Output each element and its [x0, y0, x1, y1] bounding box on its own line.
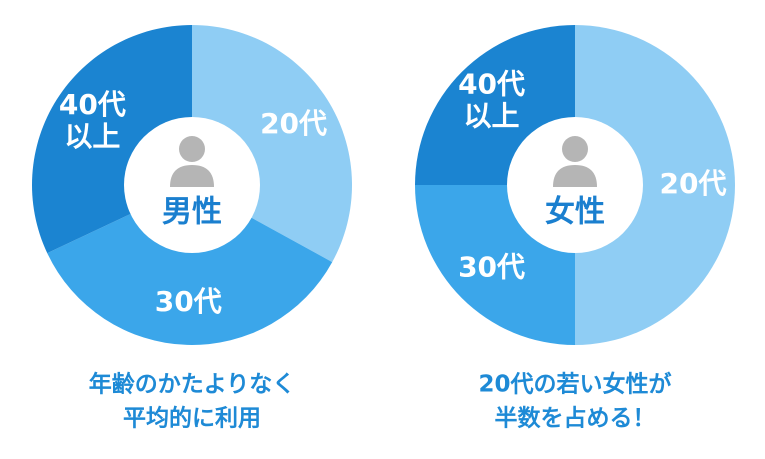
icon-body	[553, 165, 597, 187]
icon-head	[179, 136, 205, 162]
slice-label: 30代	[458, 250, 525, 283]
slice-label: 40代以上	[458, 68, 525, 133]
icon-body	[170, 165, 214, 187]
pie-slice	[575, 25, 735, 345]
person-icon	[553, 136, 597, 187]
caption: 年齢のかたよりなく	[89, 371, 296, 398]
slice-label: 40代以上	[59, 88, 126, 153]
caption: 平均的に利用	[123, 405, 261, 432]
pie-slice	[47, 185, 333, 346]
slice-label: 20代	[660, 167, 727, 200]
center-label: 女性	[545, 195, 605, 230]
slice-label: 30代	[155, 285, 222, 318]
person-icon	[170, 136, 214, 187]
caption: 半数を占める！	[495, 406, 656, 432]
slice-label: 20代	[260, 107, 327, 140]
icon-head	[562, 136, 588, 162]
caption: 20代の若い女性が	[478, 371, 671, 398]
center-label: 男性	[162, 195, 222, 230]
